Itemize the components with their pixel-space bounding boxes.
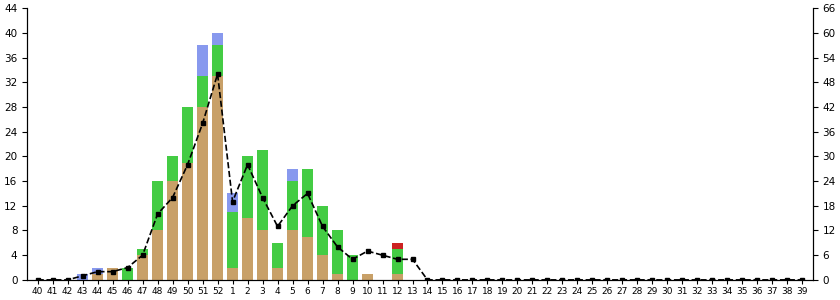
Bar — [302, 169, 313, 237]
Bar — [227, 212, 239, 268]
Bar — [137, 255, 148, 280]
Bar — [182, 107, 193, 163]
Bar — [122, 268, 134, 280]
Bar — [212, 45, 223, 76]
Bar — [92, 268, 103, 274]
Bar — [242, 156, 253, 218]
Bar — [362, 274, 373, 280]
Bar — [227, 268, 239, 280]
Bar — [92, 274, 103, 280]
Bar — [317, 206, 328, 255]
Bar — [197, 76, 208, 107]
Bar — [227, 194, 239, 212]
Bar — [137, 249, 148, 255]
Bar — [152, 181, 163, 230]
Bar — [392, 274, 403, 280]
Bar — [287, 169, 298, 181]
Bar — [182, 163, 193, 280]
Bar — [332, 274, 344, 280]
Bar — [197, 107, 208, 280]
Bar — [287, 230, 298, 280]
Bar — [392, 243, 403, 249]
Bar — [107, 268, 118, 280]
Bar — [287, 181, 298, 230]
Bar — [347, 255, 358, 280]
Bar — [272, 243, 283, 268]
Bar — [332, 230, 344, 274]
Bar — [167, 181, 178, 280]
Bar — [302, 237, 313, 280]
Bar — [242, 218, 253, 280]
Bar — [257, 150, 268, 230]
Bar — [212, 33, 223, 45]
Bar — [257, 230, 268, 280]
Bar — [212, 76, 223, 280]
Bar — [152, 230, 163, 280]
Bar — [77, 274, 88, 280]
Bar — [197, 45, 208, 76]
Bar — [392, 249, 403, 274]
Bar — [167, 156, 178, 181]
Bar — [272, 268, 283, 280]
Bar — [317, 255, 328, 280]
